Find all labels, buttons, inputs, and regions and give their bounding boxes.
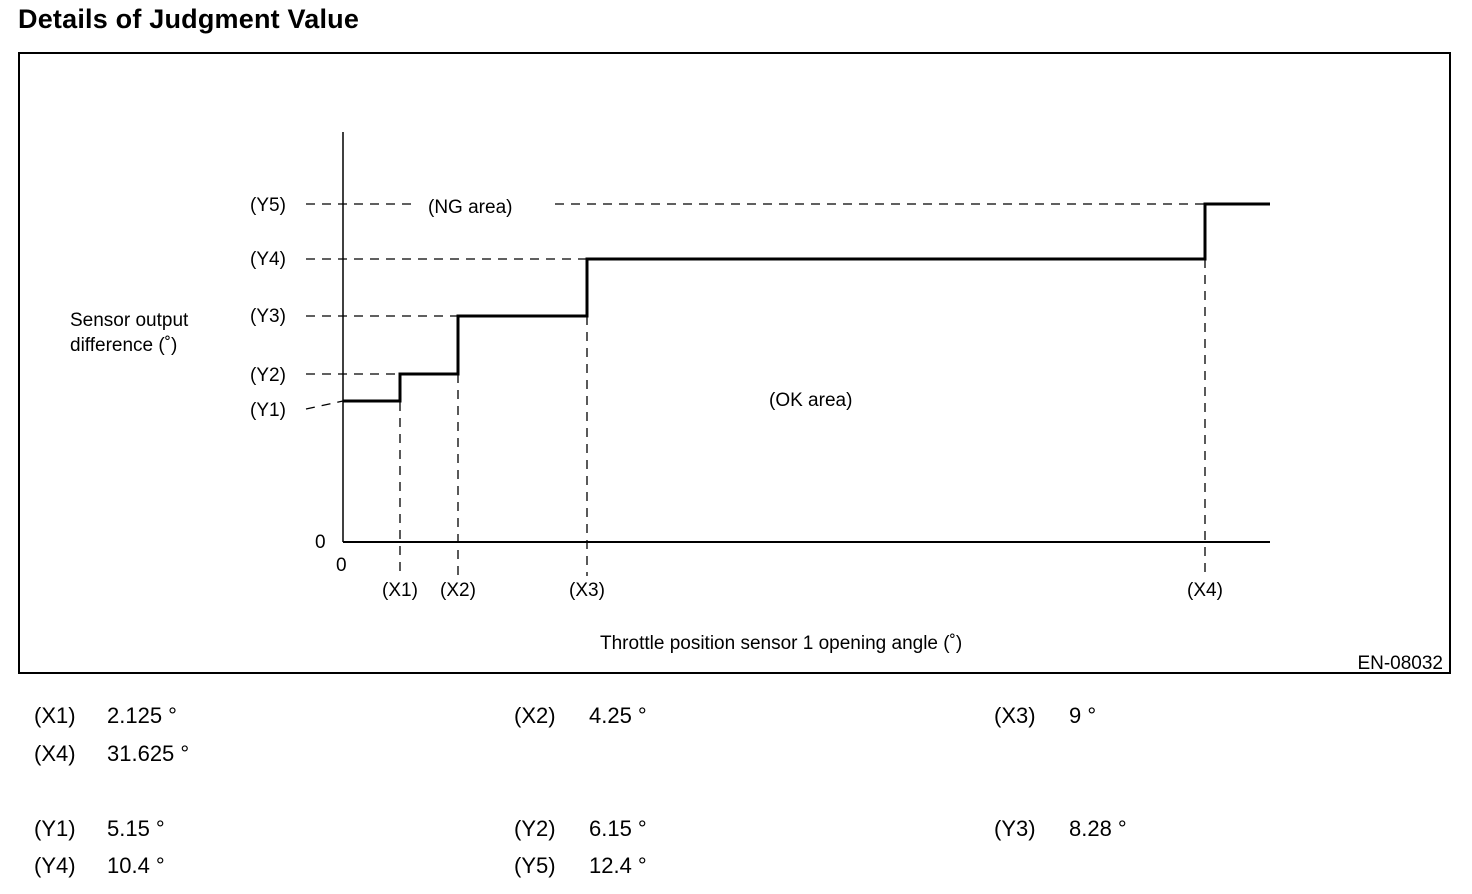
x1-value-label: (X1) <box>34 703 76 728</box>
y2-marker: (Y2) <box>250 365 286 386</box>
x-axis-label: Throttle position sensor 1 opening angle… <box>600 633 962 654</box>
dashed-guides <box>305 203 1206 576</box>
y-axis-label-line2: difference (˚) <box>70 335 177 356</box>
y-axis-label-line1: Sensor output <box>70 310 189 331</box>
x4-value: 31.625 ° <box>107 741 190 766</box>
y3-marker: (Y3) <box>250 306 286 327</box>
x4-value-label: (X4) <box>34 741 76 766</box>
x3-marker: (X3) <box>569 580 605 601</box>
y1-value: 5.15 ° <box>107 816 165 841</box>
y4-value: 10.4 ° <box>107 853 165 878</box>
diagram-frame <box>18 52 1451 674</box>
y4-marker: (Y4) <box>250 249 286 270</box>
ok-area-label: (OK area) <box>769 390 852 411</box>
judgment-step-line <box>343 202 1270 403</box>
y2-value-label: (Y2) <box>514 816 556 841</box>
figure-code: EN-08032 <box>1357 653 1443 674</box>
x3-value: 9 ° <box>1069 703 1097 728</box>
y1-guide <box>305 400 344 410</box>
y2-value: 6.15 ° <box>589 816 647 841</box>
x2-value: 4.25 ° <box>589 703 647 728</box>
page-title: Details of Judgment Value <box>18 4 360 34</box>
y4-value-label: (Y4) <box>34 853 76 878</box>
y3-value: 8.28 ° <box>1069 816 1127 841</box>
x3-value-label: (X3) <box>994 703 1036 728</box>
y5-value-label: (Y5) <box>514 853 556 878</box>
x2-marker: (X2) <box>440 580 476 601</box>
x4-marker: (X4) <box>1187 580 1223 601</box>
origin-x-label: 0 <box>336 555 347 576</box>
ng-area-label: (NG area) <box>428 197 512 218</box>
x2-value-label: (X2) <box>514 703 556 728</box>
x1-value: 2.125 ° <box>107 703 177 728</box>
y1-marker: (Y1) <box>250 400 286 421</box>
y5-value: 12.4 ° <box>589 853 647 878</box>
origin-y-label: 0 <box>315 532 326 553</box>
y5-marker: (Y5) <box>250 195 286 216</box>
y1-value-label: (Y1) <box>34 816 76 841</box>
y3-value-label: (Y3) <box>994 816 1036 841</box>
x1-marker: (X1) <box>382 580 418 601</box>
